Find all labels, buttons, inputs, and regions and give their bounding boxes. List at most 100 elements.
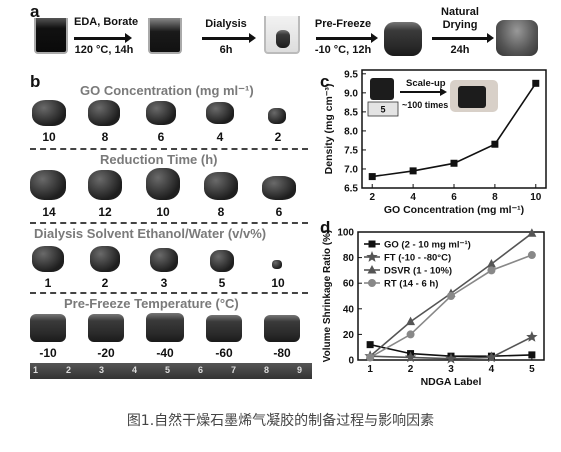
chart-c-plot: 6.5 7.0 7.5 8.0 8.5 9.0 9.5 2 4 6 8 10 GO Concentrat… <box>323 69 547 216</box>
step-1-top: EDA, Borate <box>74 16 139 28</box>
sample-go-8 <box>88 100 120 126</box>
step-2-top: Dialysis <box>205 18 247 30</box>
row-2-label-2: 12 <box>98 205 112 219</box>
chart-c-point <box>532 79 540 87</box>
ruler-tick-5: 5 <box>165 365 171 375</box>
row-2-label-5: 6 <box>275 205 283 219</box>
ruler-tick-4: 4 <box>132 365 138 375</box>
chart-d-point-4 <box>366 353 375 362</box>
chart-c-point <box>491 140 499 148</box>
legend-marker-2 <box>366 251 378 262</box>
ruler-tick-2: 2 <box>66 365 72 375</box>
chart-c-ytick-label: 7.0 <box>344 164 358 175</box>
step-4-top: Natural <box>441 6 479 18</box>
chart-c-ytick-label: 9.0 <box>344 88 358 99</box>
chart-d-plot: 0 20 40 60 80 100 1 2 3 4 5 NDGA Label Volume Shrink… <box>322 228 545 388</box>
sample-pf-10 <box>30 314 66 342</box>
sample-rt-12 <box>88 170 122 200</box>
row-4-label-5: -80 <box>273 346 291 360</box>
arrow-2 <box>202 33 256 43</box>
chart-c-ytick-label: 6.5 <box>344 184 358 195</box>
chart-d-point-1 <box>366 341 374 349</box>
chart-d-point-4 <box>487 266 496 275</box>
chart-c: 6.5 7.0 7.5 8.0 8.5 9.0 9.5 2 4 6 8 10 GO Concentrat… <box>323 69 547 216</box>
chart-d-ylabel: Volume Shrinkage Ratio (%) <box>322 230 333 363</box>
inset-ruler <box>367 101 399 117</box>
sample-pf-40 <box>146 313 184 342</box>
scale-ruler: 1 2 3 4 5 6 7 8 9 <box>30 363 312 379</box>
chart-d-point-1 <box>528 351 536 359</box>
row-1-label-4: 4 <box>216 130 224 144</box>
sample-ds-3 <box>150 248 178 272</box>
sample-go-6 <box>146 101 176 125</box>
chart-c-ylabel: Density (mg cm⁻³) <box>323 84 335 175</box>
ruler-tick-7: 7 <box>231 365 237 375</box>
chart-c-point <box>368 173 376 181</box>
panel-a-letter: a <box>30 2 40 21</box>
chart-d-ytick-label: 100 <box>337 228 354 239</box>
ruler-tick-3: 3 <box>99 365 105 375</box>
chart-d-ytick-label: 60 <box>343 279 355 290</box>
sample-pf-60 <box>206 315 242 342</box>
inset-arrowhead <box>440 88 447 96</box>
row-3-label-4: 5 <box>218 276 226 290</box>
chart-d-point-4 <box>447 292 455 300</box>
chart-c-xtick-label: 2 <box>369 192 375 203</box>
inset-ruler-label: 5 <box>380 105 385 115</box>
row-2-label-3: 10 <box>156 205 170 219</box>
legend-marker-1 <box>368 240 376 248</box>
row-4-label-3: -40 <box>156 346 174 360</box>
chart-d-point-4 <box>527 251 536 260</box>
figure-caption: 图1.自然干燥石墨烯气凝胶的制备过程与影响因素 <box>126 413 435 429</box>
chart-c-point <box>450 159 458 167</box>
chart-c-ytick-label: 8.0 <box>344 126 358 137</box>
step-4-top2: Drying <box>442 19 478 31</box>
chart-d-xtick-label: 3 <box>448 364 454 375</box>
sample-ds-10 <box>272 260 282 269</box>
chart-d-xtick-label: 4 <box>489 364 495 375</box>
ruler-tick-9: 9 <box>297 365 303 375</box>
row-2-label-1: 14 <box>42 205 56 219</box>
legend-label-1: GO (2 - 10 mg ml⁻¹) <box>384 240 471 251</box>
dried-aerogel <box>496 20 538 56</box>
sample-ds-5 <box>210 250 234 272</box>
sample-rt-10 <box>146 168 180 200</box>
inset-scaleup-label: Scale-up <box>406 78 446 89</box>
panel-d-letter: d <box>320 218 331 237</box>
row-3-label-1: 1 <box>44 276 52 290</box>
chart-d-point-2 <box>445 352 457 364</box>
row-1-label-5: 2 <box>274 130 282 144</box>
inset-scaleup-sub: ~100 times <box>402 100 448 110</box>
chart-d-ytick-label: 0 <box>348 356 354 367</box>
sample-rt-6 <box>262 176 296 200</box>
sample-pf-20 <box>88 314 124 342</box>
chart-d-point-3 <box>527 228 537 237</box>
chart-d-ytick-label: 20 <box>343 330 355 341</box>
inset-large-gel <box>458 86 486 108</box>
panel-b-letter: b <box>30 72 41 91</box>
row-2-divider <box>30 222 308 224</box>
chart-d-point-2 <box>485 351 498 363</box>
chart-d-point-4 <box>406 330 415 339</box>
inset-small-gel <box>370 78 394 100</box>
beaker-1 <box>34 18 68 54</box>
row-3-label-3: 3 <box>160 276 168 290</box>
arrow-4 <box>432 33 494 43</box>
row-1-divider <box>30 148 308 150</box>
sample-ds-1 <box>32 246 64 272</box>
legend-marker-3 <box>367 265 377 274</box>
chart-d-xtick-label: 5 <box>529 364 535 375</box>
ruler-tick-1: 1 <box>33 365 39 375</box>
row-3-divider <box>30 292 308 294</box>
row-4-label-2: -20 <box>97 346 115 360</box>
beaker-2 <box>148 18 182 54</box>
step-4-bottom: 24h <box>450 44 470 56</box>
step-3-top: Pre-Freeze <box>314 18 372 30</box>
chart-d-ytick-label: 80 <box>343 253 355 264</box>
chart-c-xtick-label: 10 <box>530 192 542 203</box>
step-2-bottom: 6h <box>219 44 233 56</box>
legend-label-2: FT (-10 - -80°C) <box>384 253 451 264</box>
chart-c-xtick-label: 6 <box>451 192 457 203</box>
chart-d-point-3 <box>406 316 416 326</box>
row-3-label-5: 10 <box>271 276 285 290</box>
